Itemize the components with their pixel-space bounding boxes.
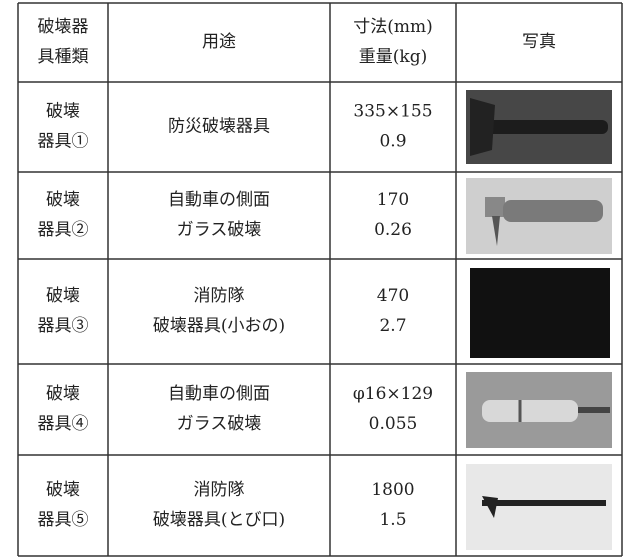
- cell-text: 破壊器具(小おの): [153, 316, 285, 336]
- cell-text: 消防隊: [194, 286, 245, 306]
- photo: [466, 178, 612, 254]
- table-grid: [17, 2, 623, 557]
- cell-text: 破壊: [46, 190, 80, 210]
- cell-text: 破壊: [46, 102, 80, 122]
- cell-text: 破壊器具(とび口): [153, 510, 285, 530]
- cell-text: 自動車の側面: [168, 384, 270, 404]
- cell-text: 335×155: [353, 102, 432, 122]
- photo: [470, 268, 610, 358]
- cell-text: 器具③: [38, 316, 89, 336]
- cell-text: 自動車の側面: [168, 190, 270, 210]
- cell-text: 1800: [371, 480, 414, 500]
- cell-text: 消防隊: [194, 480, 245, 500]
- cell-text: 1.5: [379, 510, 406, 530]
- cell-text: 0.9: [379, 132, 406, 152]
- cell-text: 破壊: [46, 384, 80, 404]
- photo: [466, 90, 612, 164]
- cell-text: 防災破壊器具: [168, 117, 270, 137]
- cell-text: 0.055: [369, 414, 418, 434]
- header-cell: 写真: [522, 32, 556, 52]
- header-cell: 重量(kg): [359, 47, 427, 67]
- cell-text: 2.7: [379, 316, 406, 336]
- cell-text: 470: [377, 286, 409, 306]
- cell-text: 器具①: [38, 132, 89, 152]
- cell-text: 器具②: [38, 220, 89, 240]
- cell-text: ガラス破壊: [177, 220, 262, 240]
- cell-text: 0.26: [374, 220, 412, 240]
- photo: [466, 464, 612, 550]
- cell-text: 器具④: [38, 414, 89, 434]
- photo: [466, 372, 612, 448]
- cell-text: 170: [377, 190, 409, 210]
- cell-text: ガラス破壊: [177, 414, 262, 434]
- header-cell: 寸法(mm): [353, 17, 433, 37]
- header-cell: 用途: [202, 32, 236, 52]
- cell-text: 破壊: [46, 480, 80, 500]
- cell-text: φ16×129: [353, 384, 433, 404]
- cell-text: 器具⑤: [38, 510, 89, 530]
- header-cell: 具種類: [38, 47, 89, 67]
- header-cell: 破壊器: [38, 17, 89, 37]
- cell-text: 破壊: [46, 286, 80, 306]
